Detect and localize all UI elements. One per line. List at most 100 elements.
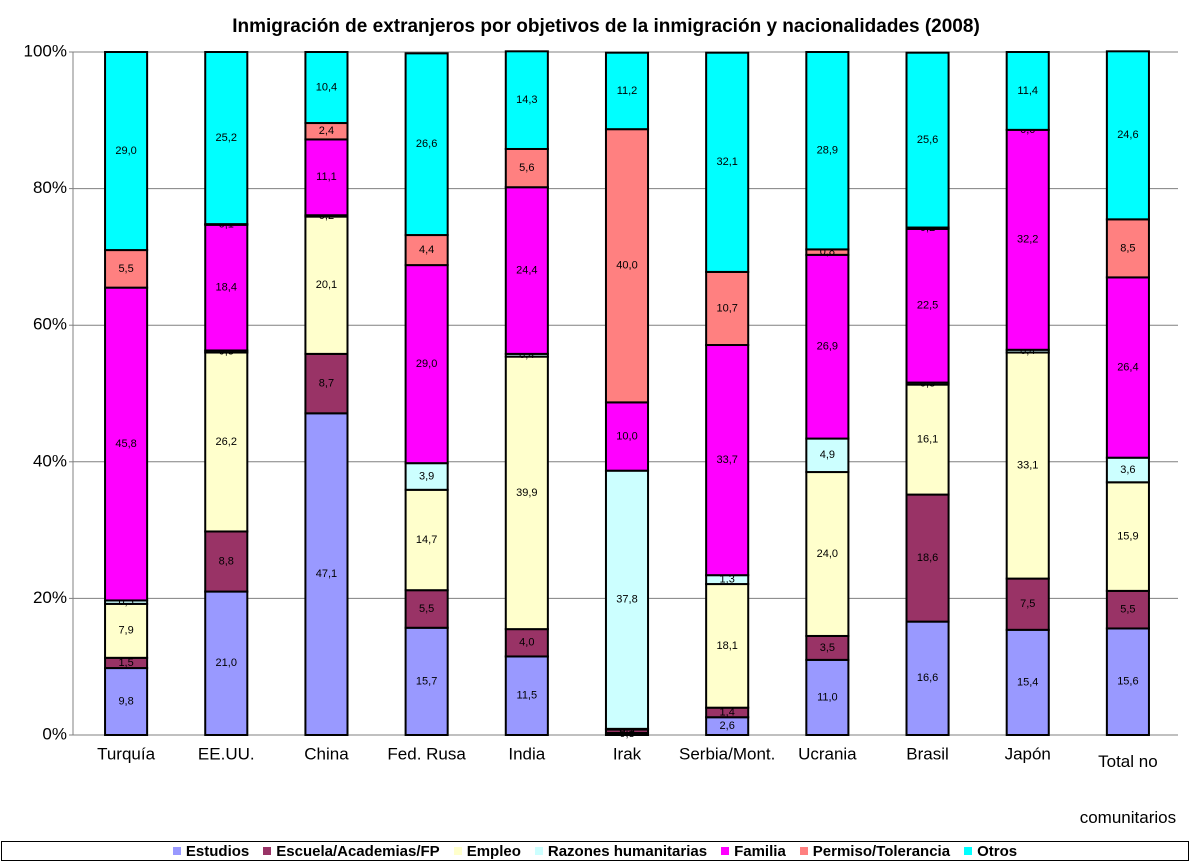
x-tick-label: India <box>508 744 545 763</box>
legend-item: Familia <box>721 843 786 860</box>
bar-segment <box>805 51 850 251</box>
bar-segment <box>1005 577 1050 631</box>
legend-item: Razones humanitarias <box>534 842 708 860</box>
bar-segment <box>1005 51 1050 131</box>
chart-title: Inmigración de extranjeros por objetivos… <box>232 16 980 37</box>
data-label: 8,8 <box>219 555 234 567</box>
data-label: 20,1 <box>316 279 337 291</box>
data-label: 3,9 <box>419 470 434 482</box>
x-tick-label: China <box>304 744 349 763</box>
bar-segment <box>1105 218 1150 279</box>
data-label: 29,0 <box>115 145 136 157</box>
data-label: 4,0 <box>519 637 534 649</box>
x-tick-label: EE.UU. <box>198 744 255 763</box>
bar-segment <box>705 51 750 273</box>
bar-segment <box>104 602 149 659</box>
data-label: 32,1 <box>716 156 737 168</box>
bar-segment <box>504 355 549 631</box>
data-label: 4,9 <box>820 449 835 461</box>
data-label: 9,8 <box>118 695 133 707</box>
legend-swatch <box>799 847 808 855</box>
bar-segment <box>504 50 549 150</box>
data-label: 7,5 <box>1020 598 1035 610</box>
bar-segment <box>104 286 149 602</box>
bar-segment <box>104 667 149 736</box>
legend-label: Razones humanitarias <box>547 842 708 860</box>
data-label: 24,0 <box>817 548 838 560</box>
data-label: 1,4 <box>720 706 735 718</box>
data-label: 26,4 <box>1117 361 1138 373</box>
bar-segment <box>404 462 449 491</box>
data-label: 15,9 <box>1117 530 1138 542</box>
data-label: 40,0 <box>616 260 637 272</box>
bar-segment <box>204 223 249 352</box>
data-label: 26,2 <box>216 436 237 448</box>
data-label: 11,5 <box>517 690 538 702</box>
bar-segment <box>504 655 549 737</box>
bar-segment <box>604 128 650 404</box>
bar-segment <box>705 344 750 577</box>
data-label: 15,4 <box>1017 676 1038 688</box>
legend-swatch <box>263 847 272 855</box>
bar-segment <box>905 620 950 737</box>
data-label: 14,3 <box>516 94 537 106</box>
bar-segment <box>805 658 850 736</box>
data-label: 47,1 <box>316 568 337 580</box>
bar-segment <box>304 352 349 415</box>
data-label: 33,1 <box>1017 459 1038 471</box>
data-label: 18,6 <box>917 552 938 564</box>
data-label: 1,3 <box>720 574 735 586</box>
legend-item: Permiso/Tolerancia <box>799 842 951 860</box>
bar-segment <box>204 51 249 226</box>
data-label: 3,5 <box>820 642 835 654</box>
bar-segment <box>905 493 950 623</box>
data-label: 24,6 <box>1117 129 1138 141</box>
data-label: 11,4 <box>1017 85 1038 97</box>
data-label: 2,4 <box>319 125 334 137</box>
legend-item: Otros <box>964 843 1017 860</box>
bar-segment <box>604 469 650 730</box>
data-label: 10,7 <box>716 302 737 314</box>
data-label: 28,9 <box>817 145 838 157</box>
data-label: 3,6 <box>1120 464 1135 476</box>
y-tick-label: 60% <box>33 315 67 334</box>
bar-segment <box>204 590 249 736</box>
data-label: 18,4 <box>216 282 237 294</box>
bar-segment <box>404 589 449 629</box>
legend: Estudios Escuela/Academias/FP Empleo Razone… <box>1 841 1189 861</box>
y-tick-label: 0% <box>42 724 67 743</box>
legend-swatch <box>453 847 462 855</box>
data-label: 16,6 <box>917 672 938 684</box>
legend-label: Permiso/Tolerancia <box>812 842 951 860</box>
data-label: 37,8 <box>616 594 637 606</box>
data-label: 45,8 <box>115 438 136 450</box>
bar-segment <box>1105 276 1150 459</box>
legend-swatch <box>534 847 543 855</box>
data-label: 18,1 <box>716 640 737 652</box>
y-tick-label: 100% <box>24 41 67 60</box>
x-tick-label: Brasil <box>906 744 949 763</box>
x-tick-label: Total no comunitarios <box>1079 752 1177 827</box>
bar-segment <box>104 249 149 289</box>
data-label: 2,6 <box>720 720 735 732</box>
data-label: 32,2 <box>1017 234 1038 246</box>
bar-segment <box>404 488 449 592</box>
data-label: 4,4 <box>419 244 434 256</box>
bar-segment <box>604 51 650 131</box>
bar-segment <box>805 471 850 637</box>
x-tick-label: Irak <box>613 744 642 763</box>
x-tick-label: Fed. Rusa <box>387 744 466 763</box>
data-label: 25,6 <box>917 134 938 146</box>
x-tick-label: Turquía <box>97 744 156 763</box>
data-label: 21,0 <box>216 657 237 669</box>
bar-segment <box>404 626 449 736</box>
data-label: 39,9 <box>516 487 537 499</box>
data-label: 14,7 <box>416 534 437 546</box>
data-label: 22,5 <box>917 300 938 312</box>
bar-segment <box>304 215 349 355</box>
x-tick-label: Japón <box>1005 744 1051 763</box>
data-label: 25,2 <box>216 132 237 144</box>
bar-segment <box>504 147 549 189</box>
legend-item: Empleo <box>453 843 521 860</box>
